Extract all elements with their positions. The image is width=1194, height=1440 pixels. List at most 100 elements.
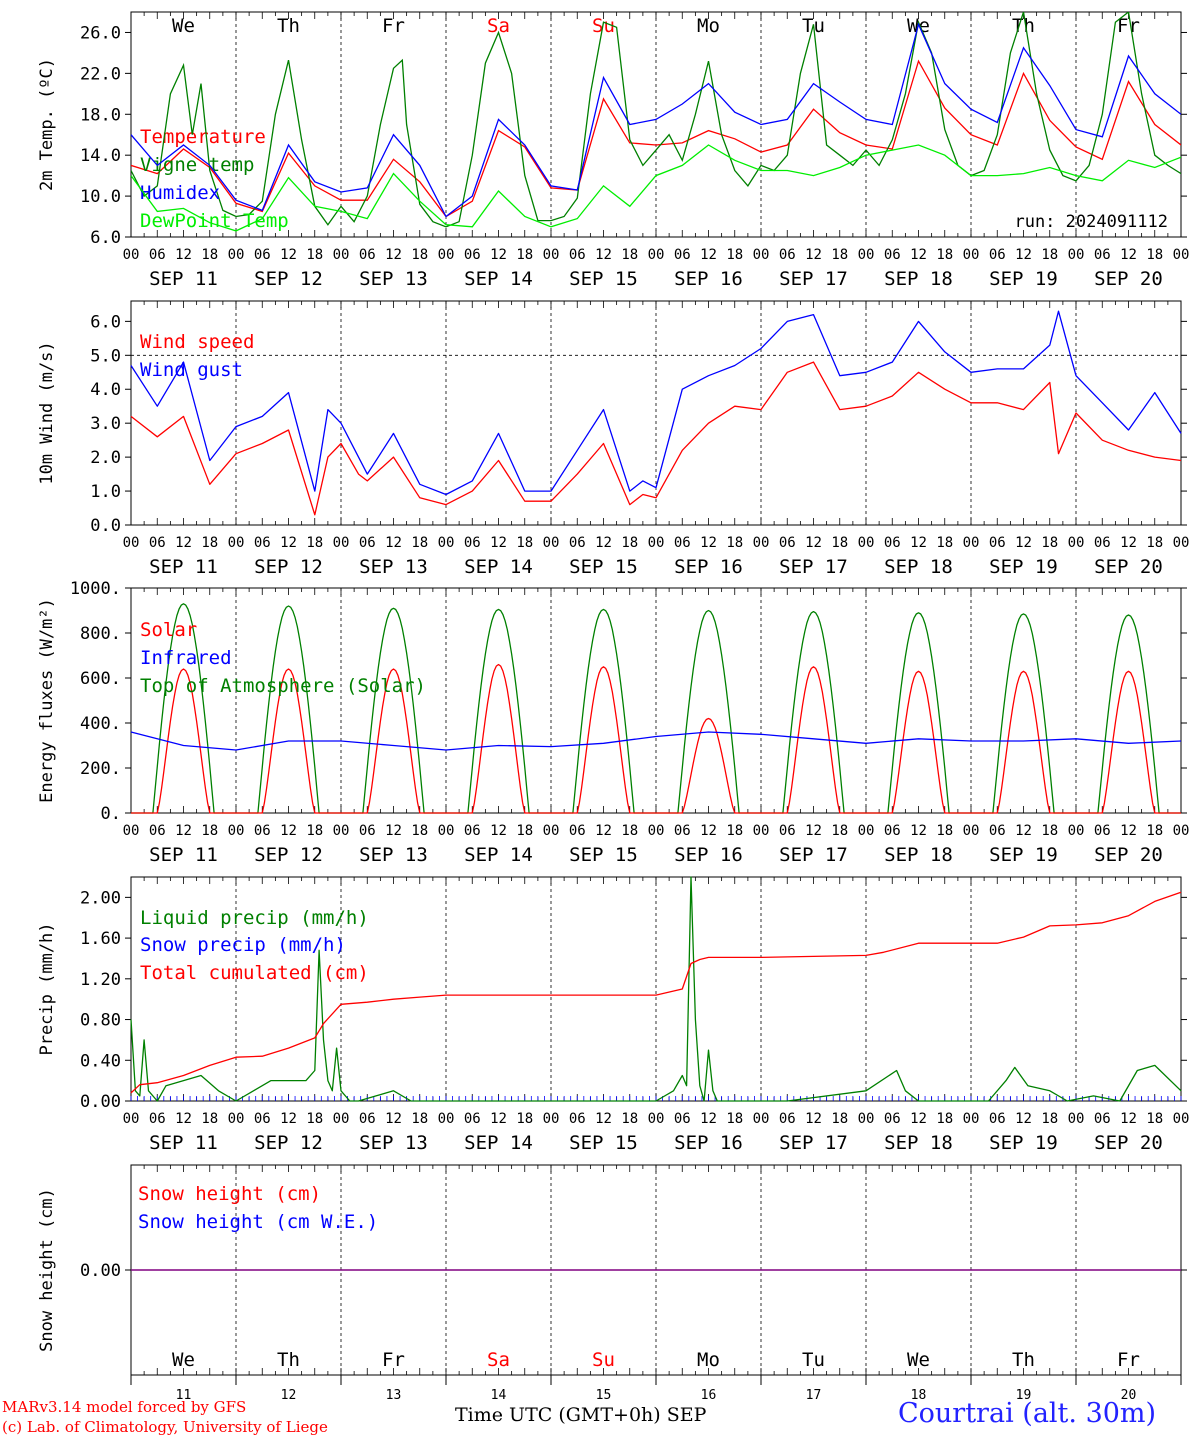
day-number: 16 — [701, 1388, 717, 1403]
weekday-label: Fr — [382, 15, 405, 37]
hour-label: 00 — [963, 535, 980, 551]
hour-label: 06 — [779, 1111, 796, 1127]
y-axis-label: 2m Temp. (ºC) — [37, 58, 57, 191]
hour-label: 18 — [936, 823, 953, 839]
hour-label: 00 — [1173, 247, 1190, 263]
legend-entry: Temperature — [140, 126, 266, 148]
hour-label: 00 — [228, 823, 245, 839]
hour-label: 06 — [149, 823, 166, 839]
hour-label: 12 — [490, 823, 507, 839]
hour-label: 00 — [543, 247, 560, 263]
hour-label: 18 — [306, 247, 323, 263]
date-label: SEP 14 — [464, 268, 533, 290]
hour-label: 18 — [831, 1111, 848, 1127]
date-label: SEP 15 — [569, 268, 638, 290]
y-tick-label: 18.0 — [80, 105, 121, 125]
hour-label: 00 — [648, 535, 665, 551]
hour-label: 00 — [228, 535, 245, 551]
day-number: 12 — [281, 1388, 297, 1403]
weekday-label: Th — [277, 1349, 300, 1371]
month-label: SEP — [666, 1404, 707, 1426]
hour-label: 18 — [621, 247, 638, 263]
hour-label: 06 — [149, 1111, 166, 1127]
date-label: SEP 12 — [254, 844, 323, 866]
hour-label: 12 — [805, 247, 822, 263]
hour-label: 18 — [1146, 1111, 1163, 1127]
series-solar — [131, 663, 1181, 814]
hour-label: 00 — [753, 535, 770, 551]
weekday-label: Fr — [1117, 1349, 1140, 1371]
y-tick-label: 0.00 — [80, 1261, 121, 1281]
weekday-label: Fr — [382, 1349, 405, 1371]
hour-label: 00 — [1173, 1111, 1190, 1127]
y-tick-label: 1.20 — [80, 970, 121, 990]
date-label: SEP 20 — [1094, 556, 1163, 578]
date-label: SEP 20 — [1094, 1132, 1163, 1154]
legend-entry: Wind speed — [140, 331, 254, 353]
hour-label: 06 — [989, 535, 1006, 551]
hour-label: 00 — [753, 247, 770, 263]
hour-label: 12 — [280, 535, 297, 551]
legend-entry: Top of Atmosphere (Solar) — [140, 675, 426, 697]
y-tick-label: 0.0 — [90, 516, 121, 536]
hour-label: 00 — [438, 1111, 455, 1127]
hour-label: 06 — [569, 535, 586, 551]
hour-label: 18 — [411, 247, 428, 263]
date-label: SEP 16 — [674, 268, 743, 290]
hour-label: 18 — [936, 535, 953, 551]
date-label: SEP 12 — [254, 1132, 323, 1154]
hour-label: 18 — [621, 823, 638, 839]
hour-label: 18 — [516, 823, 533, 839]
hour-label: 18 — [726, 247, 743, 263]
hour-label: 18 — [411, 1111, 428, 1127]
y-tick-label: 4.0 — [90, 380, 121, 400]
weekday-label: Th — [1012, 1349, 1035, 1371]
series-wind-gust — [130, 310, 1182, 496]
hour-label: 12 — [175, 823, 192, 839]
hour-label: 00 — [123, 247, 140, 263]
hour-label: 12 — [910, 247, 927, 263]
day-number: 20 — [1121, 1388, 1137, 1403]
hour-label: 18 — [1146, 823, 1163, 839]
hour-label: 06 — [884, 535, 901, 551]
hour-label: 12 — [385, 1111, 402, 1127]
date-label: SEP 17 — [779, 1132, 848, 1154]
day-number: 17 — [806, 1388, 822, 1403]
day-number: 14 — [491, 1388, 507, 1403]
hour-label: 18 — [516, 1111, 533, 1127]
hour-label: 18 — [726, 1111, 743, 1127]
hour-label: 18 — [831, 823, 848, 839]
weekday-label: Sa — [487, 15, 510, 37]
hour-label: 12 — [175, 1111, 192, 1127]
weekday-label: Sa — [487, 1349, 510, 1371]
hour-label: 18 — [726, 823, 743, 839]
hour-label: 12 — [280, 247, 297, 263]
series-dewpoint-temp — [131, 144, 1181, 232]
date-label: SEP 17 — [779, 844, 848, 866]
date-label: SEP 11 — [149, 1132, 218, 1154]
hour-label: 00 — [963, 247, 980, 263]
day-number: 11 — [176, 1388, 192, 1403]
legend-entry: Infrared — [140, 647, 232, 669]
date-label: SEP 20 — [1094, 844, 1163, 866]
hour-label: 18 — [1041, 535, 1058, 551]
hour-label: 00 — [1068, 823, 1085, 839]
hour-label: 06 — [779, 535, 796, 551]
y-tick-label: 600. — [80, 669, 121, 689]
hour-label: 18 — [1041, 247, 1058, 263]
hour-label: 12 — [385, 247, 402, 263]
weekday-label: Th — [1012, 15, 1035, 37]
hour-label: 12 — [385, 823, 402, 839]
hour-label: 12 — [700, 1111, 717, 1127]
y-tick-label: 10.0 — [80, 187, 121, 207]
station-name: Courtrai (alt. 30m) — [898, 1398, 1157, 1429]
hour-label: 00 — [1173, 823, 1190, 839]
hour-label: 06 — [569, 247, 586, 263]
legend-entry: Liquid precip (mm/h) — [140, 907, 369, 929]
hour-label: 06 — [254, 535, 271, 551]
y-tick-label: 1.0 — [90, 482, 121, 502]
y-axis-label: Energy fluxes (W/m²) — [37, 598, 57, 803]
hour-label: 18 — [516, 247, 533, 263]
hour-label: 00 — [648, 247, 665, 263]
hour-label: 06 — [1094, 535, 1111, 551]
